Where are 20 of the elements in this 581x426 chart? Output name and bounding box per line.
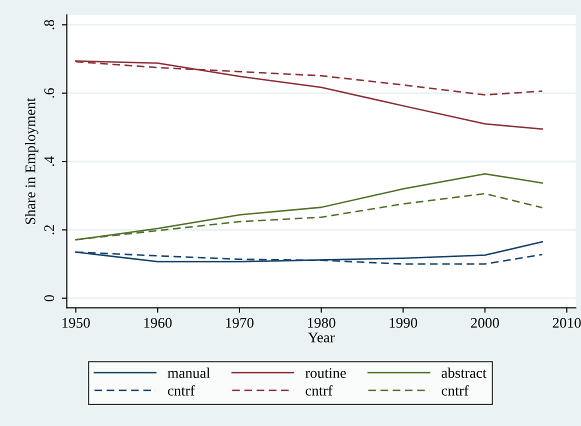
legend-label: cntrf xyxy=(168,385,195,396)
y-tick-label: .8 xyxy=(44,20,54,30)
x-tick-label: 1990 xyxy=(390,318,418,328)
x-tick-label: 1980 xyxy=(308,318,336,328)
y-tick-label: .2 xyxy=(44,225,54,234)
legend-label: abstract xyxy=(442,368,486,378)
legend-label: routine xyxy=(305,368,346,378)
y-axis-title: Share in Employment xyxy=(25,98,38,224)
legend-label: cntrf xyxy=(442,385,469,396)
x-tick-label: 1970 xyxy=(226,318,254,328)
legend-label: manual xyxy=(168,368,210,378)
x-axis-title: Year xyxy=(308,332,335,342)
legend-label: cntrf xyxy=(306,385,333,396)
y-tick-label: 0 xyxy=(44,295,54,302)
x-tick-label: 2000 xyxy=(471,318,499,328)
y-tick-label: .4 xyxy=(44,156,54,166)
x-tick-label: 2010 xyxy=(552,318,581,328)
y-tick-label: .6 xyxy=(44,88,54,98)
x-tick-label: 1960 xyxy=(144,318,172,328)
x-tick-label: 1950 xyxy=(62,318,90,328)
